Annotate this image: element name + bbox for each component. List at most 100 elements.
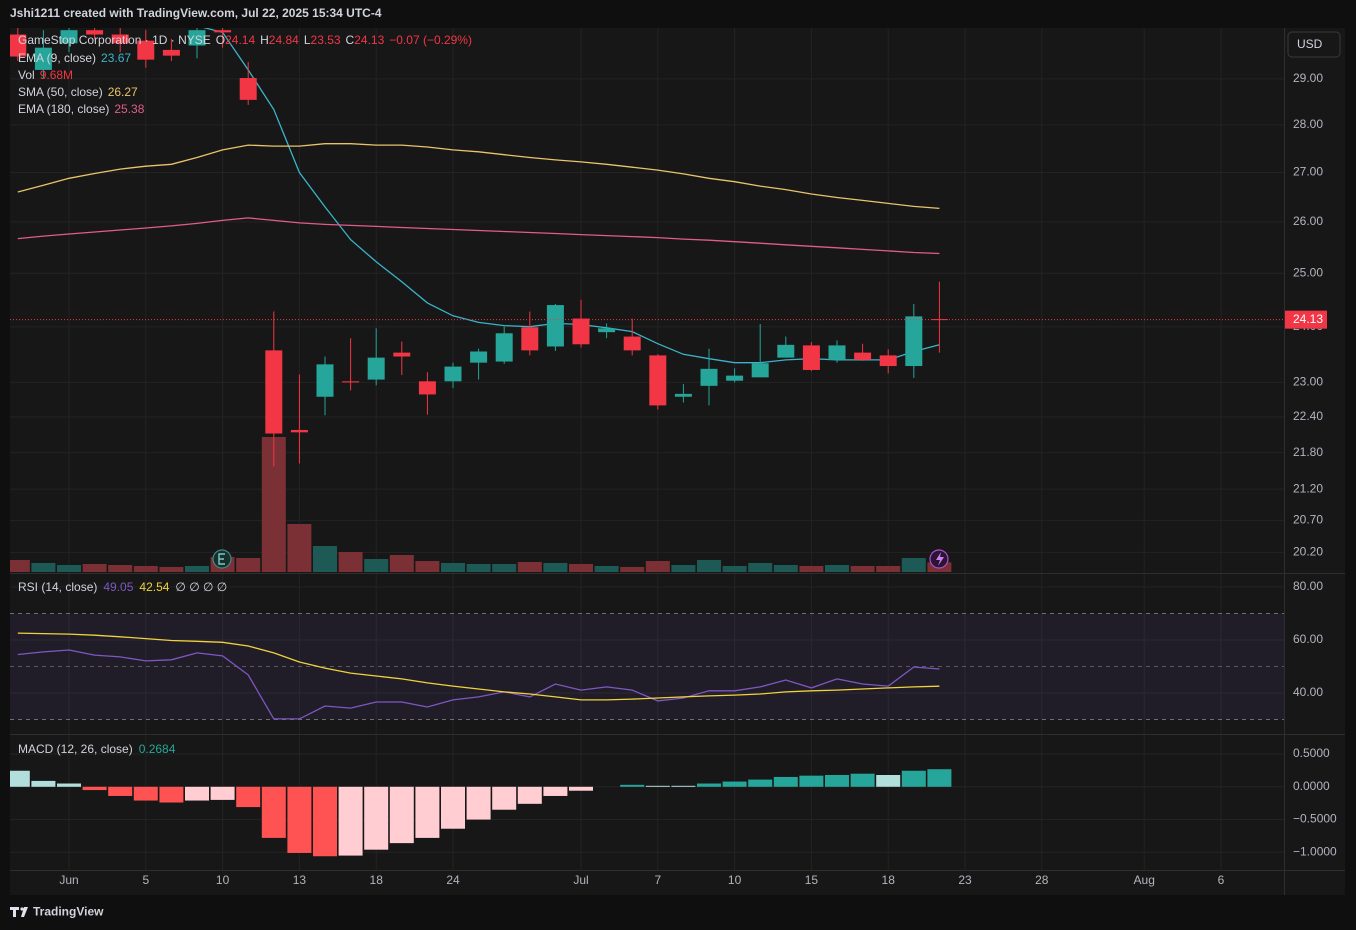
candle-body <box>623 336 641 351</box>
macd-bar <box>57 783 81 787</box>
legend-item: 49.05 <box>103 580 133 594</box>
axes: 29.0028.0027.0026.0025.0024.0023.0022.40… <box>59 71 1337 887</box>
candle-body <box>674 393 692 397</box>
candle-body <box>239 78 257 100</box>
y-tick-label: 20.20 <box>1293 545 1323 559</box>
y-tick-label: 21.80 <box>1293 445 1323 459</box>
legend-item: 0.2684 <box>139 742 176 756</box>
volume-bar <box>569 564 593 572</box>
volume-bar <box>850 566 875 572</box>
earnings-icon <box>212 549 232 569</box>
volume-bar <box>594 566 619 572</box>
candle-body <box>598 328 616 333</box>
legend-row: Vol 9.68M <box>18 68 73 82</box>
indicator-line <box>202 28 940 364</box>
rsi-line <box>17 649 940 720</box>
brand-name: TradingView <box>33 905 104 919</box>
legend-item: O <box>216 33 225 47</box>
legend-item: EMA (9, close) <box>18 51 96 65</box>
volume-bar <box>108 565 133 572</box>
volume-bar <box>159 567 184 572</box>
legend-item: 42.54 <box>139 580 169 594</box>
macd-bar <box>415 786 440 838</box>
grid <box>10 28 1284 870</box>
x-tick-label: 18 <box>882 873 896 887</box>
volume-bar <box>364 559 389 572</box>
x-tick-label: Aug <box>1134 873 1155 887</box>
volume-bar <box>825 565 849 572</box>
rsi-pane <box>10 612 1284 720</box>
volume-bar <box>338 552 363 572</box>
candle-body <box>60 30 78 44</box>
macd-bar <box>236 786 261 808</box>
y-tick-label: 0.0000 <box>1293 779 1330 793</box>
candle-body <box>495 333 513 362</box>
footer <box>0 896 1356 930</box>
candle-body <box>444 366 462 382</box>
candle-body <box>86 30 104 35</box>
volume-bar <box>82 564 107 572</box>
y-tick-label: 40.00 <box>1293 685 1323 699</box>
legend-item: 25.38 <box>114 102 144 116</box>
legend-row: EMA (9, close) 23.67 <box>18 51 131 65</box>
candle-body <box>572 318 590 345</box>
macd-bar <box>338 786 363 856</box>
macd-bar <box>133 786 158 801</box>
volume-bar <box>799 566 824 572</box>
legend-item: C <box>346 33 355 47</box>
x-tick-label: 15 <box>805 873 819 887</box>
volume-bar <box>901 558 926 572</box>
candle-body <box>777 344 795 358</box>
legend-item: H <box>260 33 269 47</box>
volume-bar <box>236 558 261 572</box>
volume-bar <box>31 563 56 572</box>
x-tick-label: 7 <box>654 873 661 887</box>
y-tick-label: −1.0000 <box>1293 844 1337 858</box>
candle-body <box>214 30 232 33</box>
y-tick-label: 28.00 <box>1293 117 1323 131</box>
volume-bar <box>466 564 491 572</box>
candle-body <box>854 352 872 360</box>
legends: GameStop Corporation · 1D · NYSE O24.14 H2… <box>18 33 472 756</box>
volume-bar <box>671 565 696 572</box>
x-tick-label: Jun <box>59 873 78 887</box>
legend-row: MACD (12, 26, close) 0.2684 <box>18 742 176 756</box>
volume-bar <box>313 546 337 572</box>
macd-bar <box>287 786 312 853</box>
macd-bar <box>10 770 30 787</box>
legend-row: SMA (50, close) 26.27 <box>18 85 138 99</box>
alert-icon <box>929 549 949 569</box>
candle-body <box>828 345 846 360</box>
y-tick-label: 22.40 <box>1293 409 1323 423</box>
y-tick-label: 23.00 <box>1293 375 1323 389</box>
volume-bar <box>57 565 81 572</box>
volume-bar <box>773 565 798 572</box>
currency-label[interactable]: USD <box>1297 37 1323 51</box>
volume-bar <box>10 560 30 572</box>
volume-bar <box>697 560 721 572</box>
candle-body <box>649 355 667 406</box>
volume-bar <box>287 524 312 572</box>
candle-body <box>521 327 539 351</box>
indicator-line <box>17 143 940 210</box>
macd-bar <box>31 780 56 787</box>
macd-bar <box>492 786 517 810</box>
volume-bar <box>415 561 440 572</box>
x-tick-label: 6 <box>1218 873 1225 887</box>
legend-item: 23.53 <box>311 33 341 47</box>
legend-row: GameStop Corporation · 1D · NYSE O24.14 H2… <box>18 33 472 47</box>
candle-body <box>930 319 948 321</box>
legend-item: RSI (14, close) <box>18 580 97 594</box>
macd-bar <box>466 786 491 820</box>
candle-body <box>188 30 206 46</box>
currency-button[interactable] <box>1287 31 1341 58</box>
macd-bar <box>927 769 952 787</box>
y-tick-label: 0.5000 <box>1293 746 1330 760</box>
candle-body <box>265 350 283 434</box>
macd-bar <box>722 781 747 787</box>
macd-bar <box>517 786 542 804</box>
candle-body <box>879 355 897 367</box>
macd-bar <box>210 786 235 800</box>
candle-body <box>162 49 180 56</box>
y-tick-label: 60.00 <box>1293 632 1323 646</box>
